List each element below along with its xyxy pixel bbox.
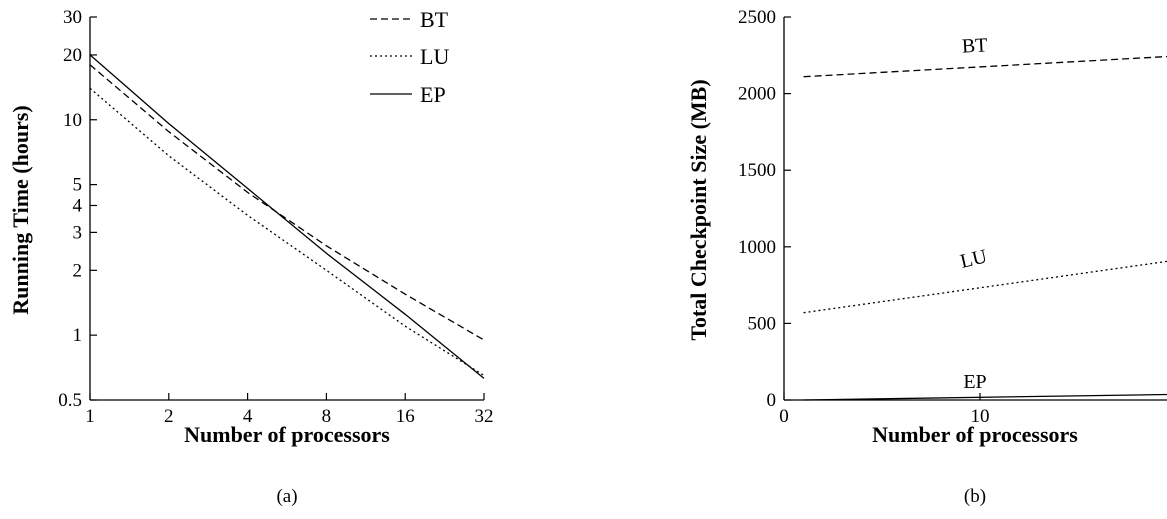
chart-a-series-lu [89, 87, 485, 377]
chart-b-series-ep [803, 393, 1167, 401]
chart-a-y-tick-label: 5 [73, 175, 83, 196]
chart-b-label-bt: BT [961, 34, 988, 57]
chart-b-label-lu: LU [958, 245, 989, 273]
legend-label-bt: BT [420, 7, 449, 32]
chart-b-y-tick-label: 2500 [738, 7, 776, 28]
legend-label-ep: EP [420, 82, 446, 107]
chart-a-y-axis-title: Running Time (hours) [8, 105, 33, 314]
chart-a-y-tick-label: 10 [63, 110, 82, 131]
chart-a-y-tick-label: 2 [73, 260, 83, 281]
chart-b-y-tick-label: 2000 [738, 84, 776, 105]
chart-b-y-tick-label: 500 [748, 313, 777, 334]
legend-label-lu: LU [420, 44, 449, 69]
chart-b-y-tick-label: 1500 [738, 160, 776, 181]
chart-a-series-ep [89, 54, 485, 379]
chart-b: 050010001500200025000102030 BT LU EP Num… [686, 7, 1167, 507]
chart-a-x-tick-label: 2 [164, 406, 174, 427]
chart-a-x-axis-title: Number of processors [184, 422, 390, 447]
chart-b-y-tick-label: 0 [767, 390, 777, 411]
chart-b-x-axis-title: Number of processors [872, 422, 1078, 447]
chart-a-x-tick-label: 32 [475, 406, 494, 427]
chart-a-y-tick-label: 3 [73, 222, 83, 243]
chart-b-series-bt [803, 55, 1167, 78]
chart-a-caption: (a) [276, 486, 297, 507]
chart-b-y-tick-label: 1000 [738, 237, 776, 258]
chart-a-y-tick-label: 0.5 [58, 390, 82, 411]
chart-b-x-tick-label: 0 [779, 406, 789, 427]
chart-a-x-tick-label: 4 [243, 406, 253, 427]
chart-b-caption: (b) [964, 486, 986, 507]
chart-a-x-tick-label: 8 [322, 406, 332, 427]
chart-b-series-lu [803, 260, 1167, 314]
chart-b-y-axis-title: Total Checkpoint Size (MB) [686, 79, 711, 340]
chart-a-y-tick-label: 4 [73, 195, 83, 216]
chart-a-x-tick-label: 16 [396, 406, 415, 427]
chart-b-label-ep: EP [963, 371, 986, 393]
chart-a-y-tick-label: 1 [73, 325, 83, 346]
chart-a-x-tick-label: 1 [85, 406, 95, 427]
chart-a-legend: BT LU EP [370, 7, 449, 107]
chart-a-y-tick-label: 20 [63, 45, 82, 66]
chart-b-x-tick-label: 10 [971, 406, 990, 427]
chart-a-y-tick-label: 30 [63, 7, 82, 28]
